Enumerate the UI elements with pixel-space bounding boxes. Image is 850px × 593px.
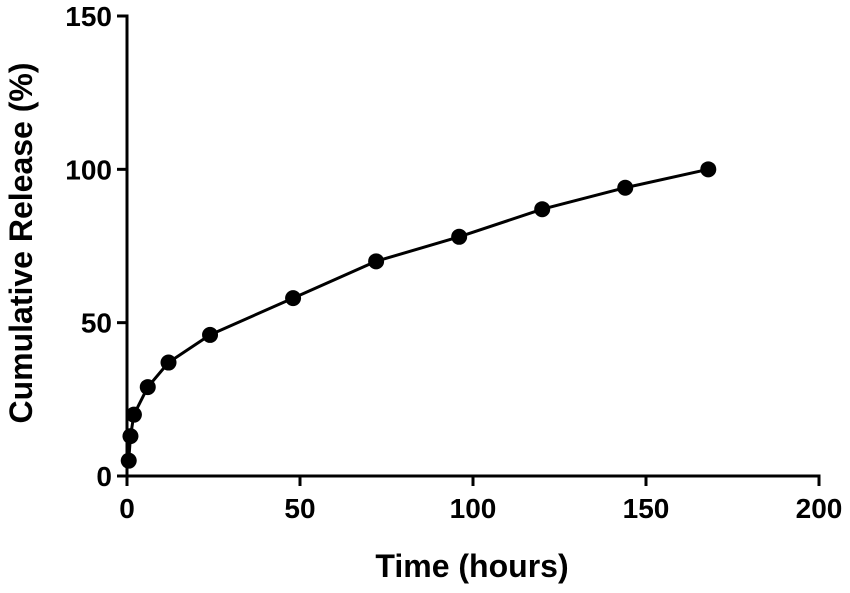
x-tick-label: 100 [450, 493, 497, 524]
data-point [122, 428, 139, 445]
x-tick-label: 0 [119, 493, 135, 524]
data-point [139, 379, 156, 396]
data-point [700, 161, 717, 178]
x-tick-label: 50 [284, 493, 315, 524]
data-point [125, 406, 142, 423]
y-tick-label: 100 [65, 154, 112, 185]
axes [125, 14, 821, 478]
x-tick-label: 150 [623, 493, 670, 524]
data-point [451, 228, 468, 245]
data-point [202, 326, 219, 343]
series-line [127, 167, 709, 461]
x-tick-label: 200 [796, 493, 843, 524]
ticks: 0 50 100 150 0 50 100 150 200 [65, 1, 842, 524]
data-point [120, 452, 137, 469]
y-tick-label: 0 [96, 461, 112, 492]
data-point [160, 354, 177, 371]
x-axis-title: Time (hours) [375, 548, 568, 584]
y-tick-label: 50 [81, 308, 112, 339]
data-point [617, 179, 634, 196]
y-axis-title: Cumulative Release (%) [3, 62, 39, 423]
y-tick-label: 150 [65, 1, 112, 32]
series [120, 161, 717, 469]
data-point [285, 290, 302, 307]
data-point [368, 253, 385, 270]
data-point [534, 201, 551, 218]
